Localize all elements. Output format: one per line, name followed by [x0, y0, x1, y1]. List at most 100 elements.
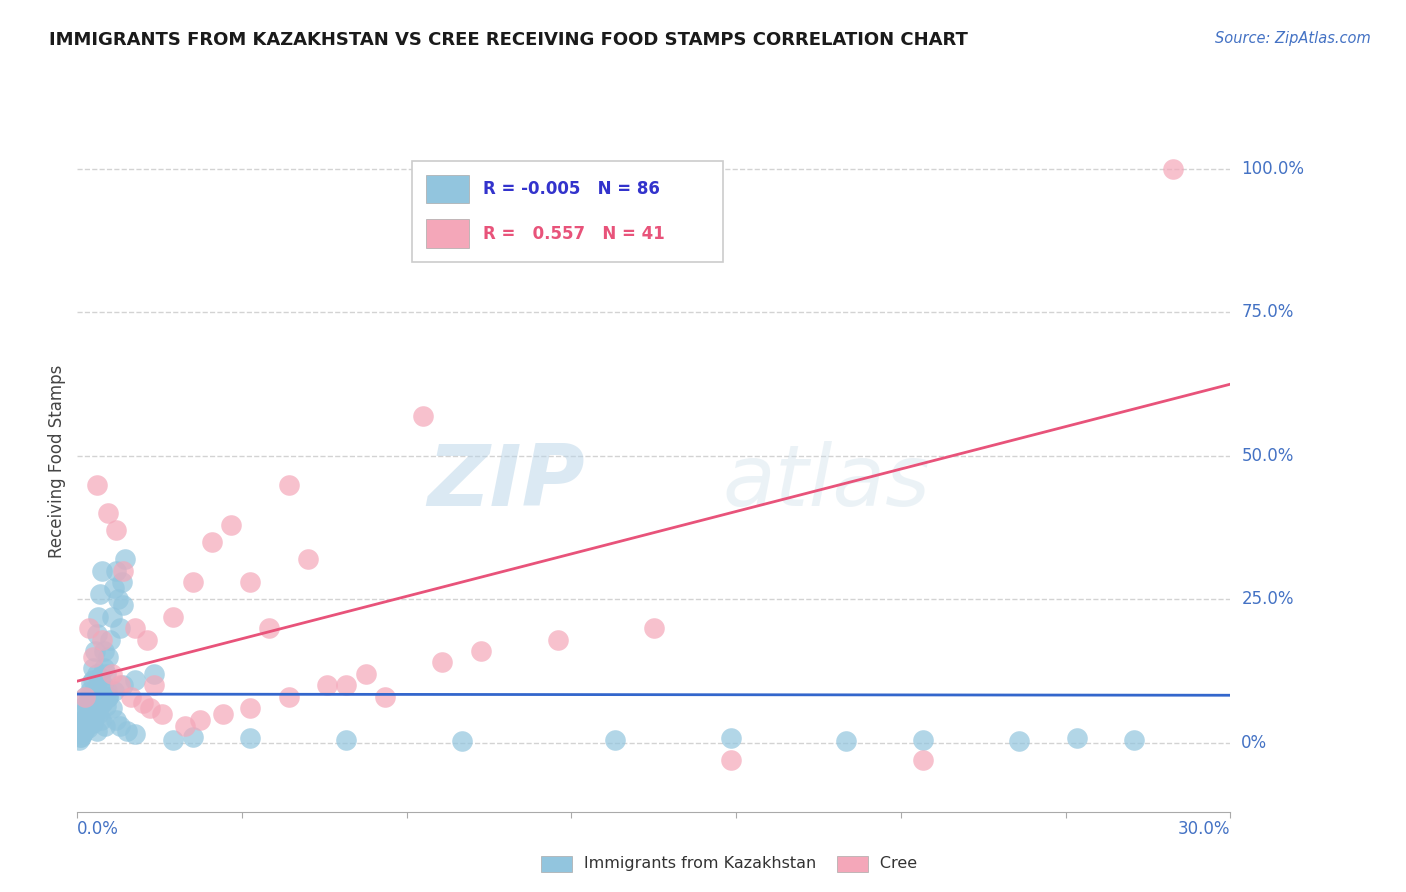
Point	[181, 730, 204, 744]
Point	[82, 715, 104, 730]
Point	[239, 701, 262, 715]
Point	[96, 667, 117, 681]
Point	[77, 621, 100, 635]
Point	[720, 731, 742, 746]
Point	[470, 644, 492, 658]
Point	[89, 586, 111, 600]
Point	[643, 621, 665, 635]
Point	[432, 656, 454, 670]
Point	[374, 690, 396, 704]
Point	[120, 690, 142, 704]
Text: 0%: 0%	[1241, 734, 1267, 752]
Point	[79, 684, 101, 698]
Point	[911, 753, 934, 767]
Point	[277, 690, 299, 704]
Point	[77, 690, 100, 704]
Point	[73, 690, 96, 704]
Text: 75.0%: 75.0%	[1241, 303, 1294, 321]
Point	[87, 609, 110, 624]
Point	[150, 707, 173, 722]
Point	[143, 678, 166, 692]
Point	[96, 698, 117, 713]
Point	[174, 718, 197, 732]
Point	[98, 632, 121, 647]
Point	[335, 733, 357, 747]
Point	[131, 696, 153, 710]
Point	[67, 733, 90, 747]
Text: 100.0%: 100.0%	[1241, 160, 1305, 178]
Point	[110, 575, 132, 590]
Point	[75, 718, 97, 732]
Point	[80, 710, 103, 724]
Point	[911, 733, 934, 747]
Text: atlas: atlas	[723, 442, 931, 524]
Point	[212, 707, 235, 722]
Point	[82, 661, 104, 675]
Y-axis label: Receiving Food Stamps: Receiving Food Stamps	[48, 365, 66, 558]
Point	[70, 727, 93, 741]
Point	[219, 517, 242, 532]
Point	[72, 722, 94, 736]
Point	[96, 684, 118, 698]
Text: Source: ZipAtlas.com: Source: ZipAtlas.com	[1215, 31, 1371, 46]
Point	[101, 701, 124, 715]
Point	[124, 621, 146, 635]
Point	[259, 621, 281, 635]
Point	[297, 552, 319, 566]
Point	[112, 564, 135, 578]
Point	[547, 632, 569, 647]
Point	[162, 733, 184, 747]
Point	[76, 718, 98, 732]
Point	[86, 477, 108, 491]
Point	[87, 707, 110, 722]
Point	[103, 684, 125, 698]
Point	[188, 713, 211, 727]
Point	[76, 696, 98, 710]
Point	[86, 627, 108, 641]
Point	[143, 667, 166, 681]
Point	[1161, 161, 1184, 176]
Text: Immigrants from Kazakhstan: Immigrants from Kazakhstan	[548, 856, 817, 871]
Point	[70, 707, 93, 722]
Point	[86, 667, 108, 681]
Point	[103, 581, 125, 595]
Point	[90, 713, 112, 727]
Point	[77, 704, 100, 718]
Point	[412, 409, 434, 423]
Point	[80, 675, 103, 690]
Point	[108, 678, 131, 692]
Point	[70, 727, 93, 741]
Point	[112, 678, 135, 692]
Point	[108, 718, 131, 732]
Text: R = -0.005   N = 86: R = -0.005 N = 86	[484, 180, 659, 198]
Point	[73, 690, 96, 704]
Point	[86, 724, 108, 739]
Point	[239, 575, 262, 590]
Text: 30.0%: 30.0%	[1178, 821, 1230, 838]
Point	[72, 713, 94, 727]
Point	[91, 632, 114, 647]
Point	[335, 678, 357, 692]
Point	[114, 552, 136, 566]
Point	[201, 535, 224, 549]
Point	[73, 698, 96, 713]
Point	[605, 733, 627, 747]
Point	[101, 609, 124, 624]
Point	[277, 477, 299, 491]
Point	[91, 696, 114, 710]
Text: 50.0%: 50.0%	[1241, 447, 1294, 465]
Point	[93, 678, 115, 692]
Point	[1008, 734, 1031, 748]
FancyBboxPatch shape	[426, 175, 470, 203]
Point	[450, 734, 472, 748]
Point	[82, 649, 104, 664]
Point	[93, 661, 115, 675]
Point	[80, 693, 103, 707]
Point	[139, 701, 162, 715]
Point	[354, 667, 377, 681]
Point	[69, 730, 91, 744]
Text: R =   0.557   N = 41: R = 0.557 N = 41	[484, 225, 665, 243]
Point	[104, 524, 127, 538]
Point	[82, 673, 104, 687]
Text: Cree: Cree	[844, 856, 917, 871]
